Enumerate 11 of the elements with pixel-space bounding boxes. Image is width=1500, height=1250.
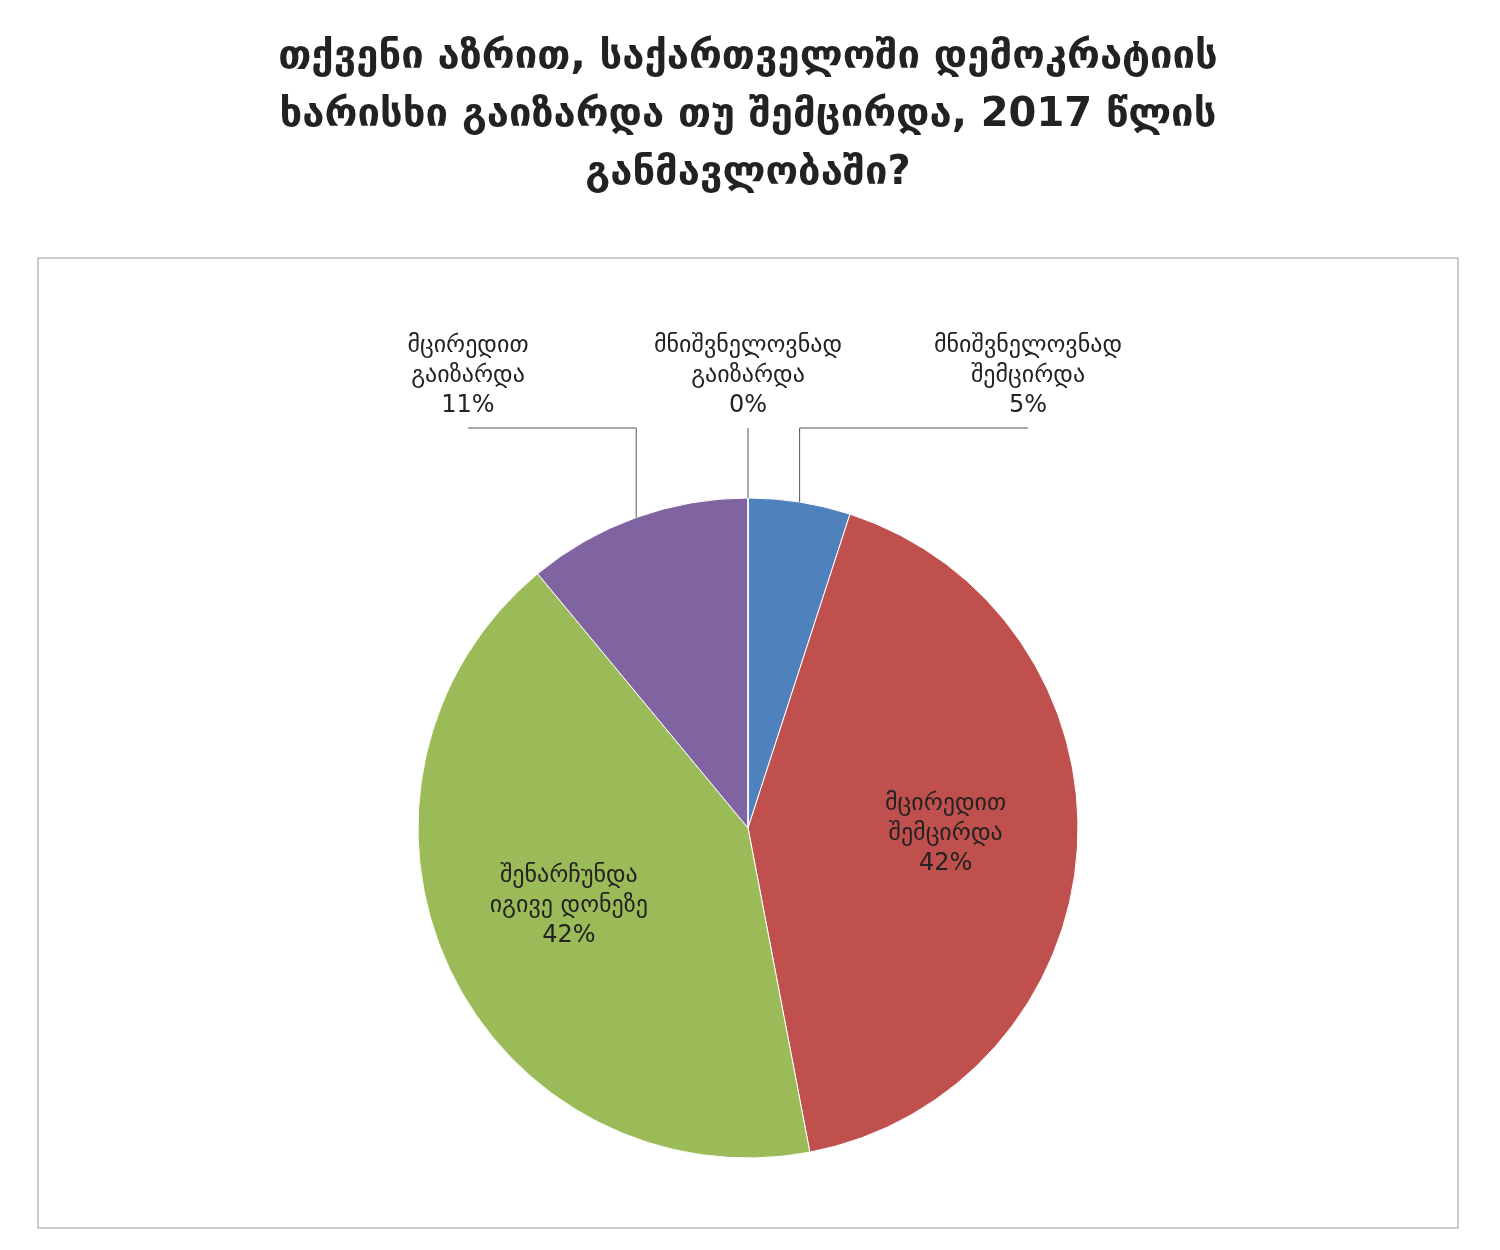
data-label: 11% xyxy=(441,390,495,418)
slice-label: მცირედით გაიზარდა xyxy=(407,330,529,388)
data-label: 5% xyxy=(1008,390,1048,418)
chart-title: თქვენი აზრით, საქართველოში დემოკრატიის ხარისხი გაიზარდა თუ შემცირდა, 2017 წლის განმავლობაში? xyxy=(278,31,1218,193)
slice-label: მნიშვნელოვნად შემცირდა xyxy=(933,330,1123,388)
data-label: 42% xyxy=(918,848,973,877)
slice-label: მცირედით შემცირდა xyxy=(884,788,1007,847)
text: 0% xyxy=(728,390,768,418)
data-label: 42% xyxy=(542,920,596,949)
slice-label: შენარჩუნდა იგივე დონეზე xyxy=(489,860,649,919)
category-label: მნიშვნელოვნად გაიზარდა xyxy=(653,330,843,388)
